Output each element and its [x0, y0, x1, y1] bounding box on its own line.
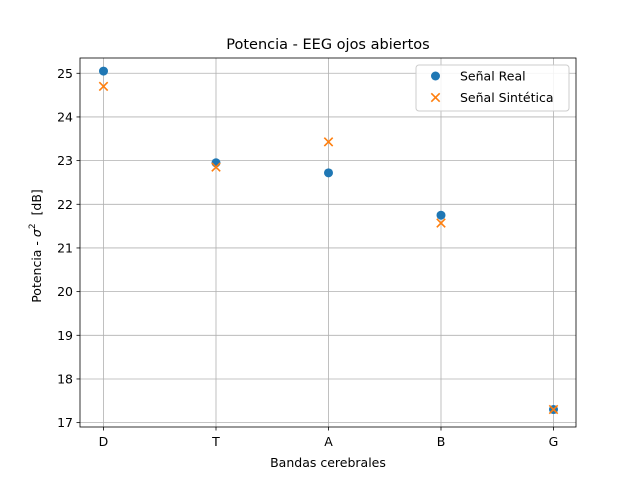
- y-tick-label: 21: [57, 240, 73, 255]
- x-marker-stroke: [98, 81, 109, 92]
- y-axis-label: Potencia - σ2 [dB]: [28, 189, 44, 303]
- x-tick-label: D: [99, 434, 109, 449]
- x-tick-label: T: [211, 434, 220, 449]
- x-marker-stroke: [211, 162, 221, 172]
- y-tick-label: 20: [57, 284, 73, 299]
- data-point-series-1: [211, 158, 221, 168]
- y-tick-label: 18: [57, 371, 73, 386]
- y-tick-label: 19: [57, 328, 73, 343]
- data-point-series-2: [548, 404, 559, 415]
- x-marker-stroke: [323, 137, 334, 147]
- y-axis-label-symbol: σ: [29, 228, 44, 237]
- y-axis-label-suffix: [dB]: [29, 189, 44, 223]
- y-tick-label: 23: [57, 153, 73, 168]
- y-tick-label: 24: [57, 109, 73, 124]
- x-axis-label: Bandas cerebrales: [270, 455, 386, 470]
- y-tick-label: 25: [57, 66, 73, 81]
- y-axis-label-prefix: Potencia -: [29, 237, 44, 303]
- legend-marker-series-2: [430, 92, 441, 103]
- ticks: D T A B G 17 18 19 20 21 22 23 24 25: [57, 66, 558, 449]
- chart-title: Potencia - EEG ojos abiertos: [226, 37, 429, 53]
- data-point-series-2: [98, 81, 109, 92]
- grid: [80, 58, 576, 427]
- x-marker-stroke: [430, 92, 441, 103]
- legend-marker-series-1: [431, 71, 440, 81]
- legend-label-series-2: Señal Sintética: [460, 90, 553, 105]
- y-tick-label: 17: [57, 415, 73, 430]
- data-point-series-2: [436, 218, 446, 228]
- x-tick-label: B: [437, 434, 446, 449]
- plot-frame: [79, 57, 577, 428]
- y-tick-label: 22: [57, 197, 73, 212]
- data-point-series-2: [211, 162, 221, 172]
- x-marker-stroke: [548, 404, 559, 415]
- legend-box: [415, 64, 570, 112]
- y-axis-label-superscript: 2: [28, 223, 38, 229]
- data-point-series-1: [436, 210, 446, 220]
- legend: Señal Real Señal Sintética: [415, 64, 570, 112]
- x-tick-label: A: [324, 434, 333, 449]
- data-point-series-1: [99, 66, 108, 76]
- x-tick-label: G: [549, 434, 559, 449]
- data-point-series-2: [323, 137, 334, 147]
- legend-label-series-1: Señal Real: [460, 69, 526, 84]
- data-points: [98, 66, 559, 415]
- data-point-series-1: [324, 168, 333, 178]
- x-marker-stroke: [436, 218, 446, 228]
